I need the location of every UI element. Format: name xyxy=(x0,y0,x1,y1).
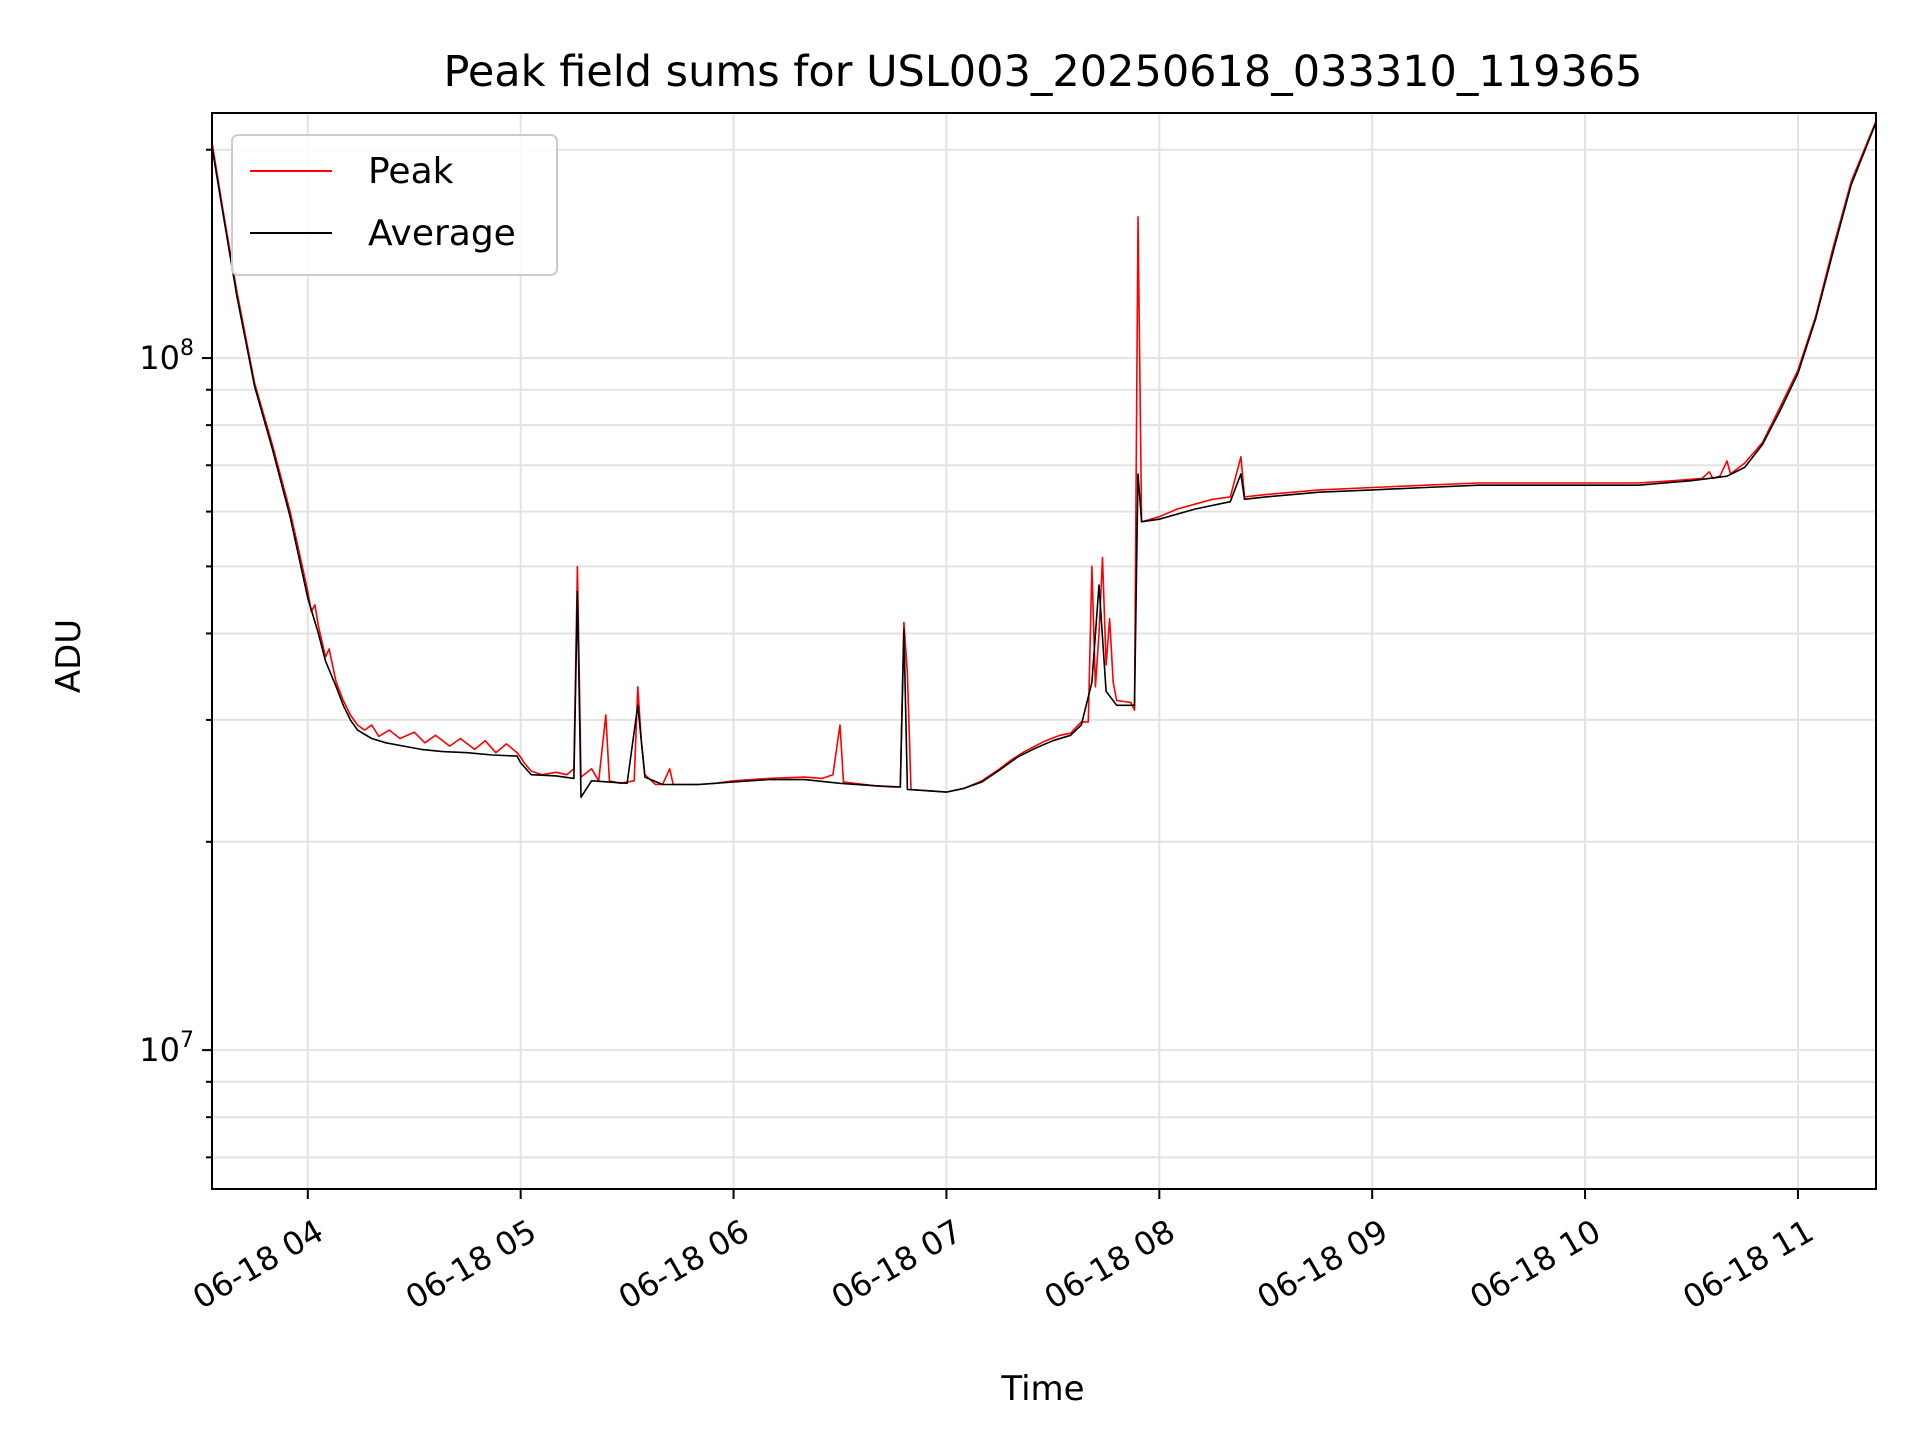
series-line-peak xyxy=(211,120,1877,793)
x-tick-label: 06-18 06 xyxy=(612,1212,756,1317)
x-tick-label: 06-18 04 xyxy=(186,1212,330,1317)
legend: Peak Average xyxy=(231,134,558,276)
x-tick-label: 06-18 08 xyxy=(1038,1212,1182,1317)
legend-label-average: Average xyxy=(368,213,516,254)
legend-label-peak: Peak xyxy=(368,151,454,192)
y-axis-label: ADU xyxy=(49,619,89,693)
grid xyxy=(212,113,1876,1189)
y-tick-label: 107 xyxy=(139,1028,194,1069)
y-tick-label: 108 xyxy=(139,336,194,377)
series-lines xyxy=(211,120,1877,798)
x-tick-label: 06-18 10 xyxy=(1463,1212,1607,1317)
x-tick-label: 06-18 05 xyxy=(399,1212,543,1317)
x-tick-label: 06-18 11 xyxy=(1676,1212,1820,1317)
chart-title: Peak field sums for USL003_20250618_0333… xyxy=(443,47,1642,97)
x-tick-label: 06-18 07 xyxy=(825,1212,969,1317)
plot-frame xyxy=(211,112,1877,1190)
x-tick-label: 06-18 09 xyxy=(1251,1212,1395,1317)
series-line-average xyxy=(211,122,1877,798)
x-axis-label: Time xyxy=(1000,1369,1084,1409)
axes: 06-18 04 06-18 05 06-18 06 06-18 07 06-18 08… xyxy=(139,112,1877,1317)
